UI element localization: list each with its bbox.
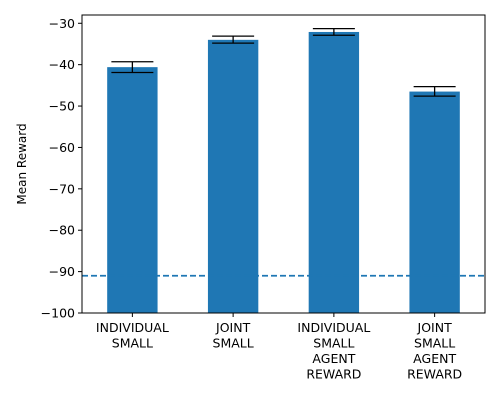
y-tick-label-3: −80	[49, 223, 75, 238]
x-tick-label-line: JOINT	[417, 320, 453, 335]
x-tick-label-line: SMALL	[414, 336, 455, 351]
y-tick-label-1: −100	[41, 306, 75, 321]
plot-frame	[81, 14, 486, 314]
x-tick-label-2: JOINT SMALL	[213, 320, 254, 351]
x-tick-label-line: AGENT	[312, 351, 355, 366]
bar-3	[308, 31, 360, 313]
x-tick-label-line: REWARD	[306, 367, 361, 382]
x-tick-label-line: SMALL	[213, 336, 254, 351]
x-tick-label-line: INDIVIDUAL	[297, 320, 370, 335]
x-tick-label-line: JOINT	[215, 320, 251, 335]
bars-group	[107, 31, 460, 314]
x-tick-label-4: JOINT SMALL AGENT REWARD	[407, 320, 462, 382]
x-tick-label-line: REWARD	[407, 367, 462, 382]
x-tick-label-line: SMALL	[112, 336, 153, 351]
y-axis-label: Mean Reward	[15, 123, 29, 204]
y-axis: −100 −90 −80 −70 −60 −50 −40 −30	[41, 16, 82, 321]
y-tick-label-2: −90	[49, 264, 75, 279]
x-tick-label-3: INDIVIDUAL SMALL AGENT REWARD	[297, 320, 370, 382]
y-tick-label-7: −40	[49, 57, 75, 72]
x-tick-label-line: INDIVIDUAL	[96, 320, 169, 335]
x-tick-label-line: AGENT	[413, 351, 456, 366]
bar-4	[409, 91, 460, 313]
y-tick-label-8: −30	[49, 16, 75, 31]
bar-1	[107, 67, 158, 314]
x-tick-label-1: INDIVIDUAL SMALL	[96, 320, 169, 351]
y-tick-label-4: −70	[49, 181, 75, 196]
y-tick-label-6: −50	[49, 99, 75, 114]
error-bars-group	[111, 28, 456, 97]
x-tick-label-line: SMALL	[313, 336, 354, 351]
bar-2	[207, 39, 259, 313]
y-tick-label-5: −60	[49, 140, 75, 155]
